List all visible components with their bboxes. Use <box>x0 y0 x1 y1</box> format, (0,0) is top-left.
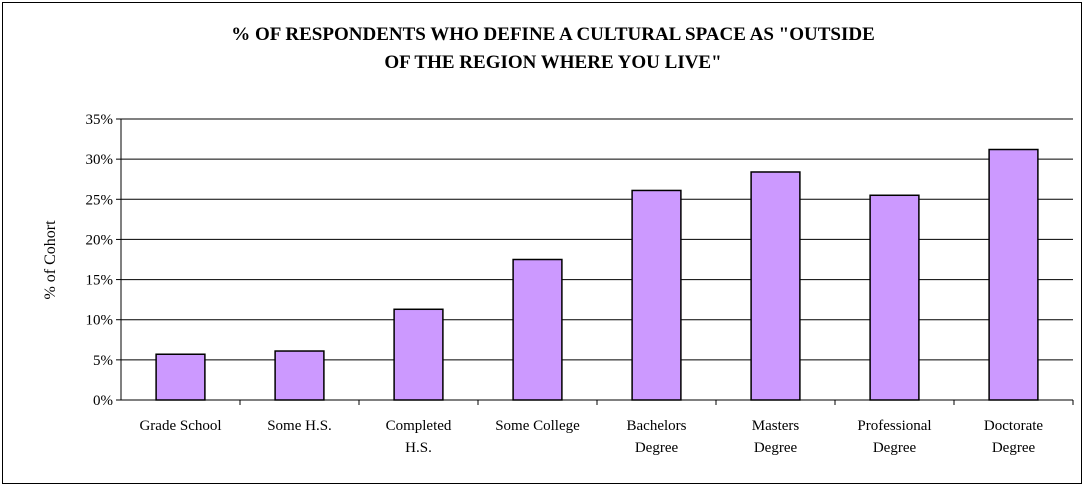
bar <box>631 189 682 401</box>
y-tick-label: 15% <box>86 273 114 289</box>
bar <box>869 194 920 401</box>
y-tick-label: 10% <box>86 313 114 329</box>
x-category-label: Masters <box>752 418 800 434</box>
bar-chart: % OF RESPONDENTS WHO DEFINE A CULTURAL S… <box>42 24 1074 456</box>
chart-title-line-2: OF THE REGION WHERE YOU LIVE" <box>384 52 721 73</box>
y-tick-label: 5% <box>93 353 113 369</box>
x-category-label: Some College <box>495 418 580 434</box>
gridlines <box>116 118 1073 401</box>
bars <box>155 148 1039 401</box>
bar <box>988 148 1039 401</box>
x-category-labels: Grade School Some H.S. Completed H.S. Some C… <box>139 418 1043 456</box>
x-category-label: Doctorate <box>984 418 1043 434</box>
y-axis-label: % of Cohort <box>42 220 59 300</box>
bar <box>274 350 325 401</box>
bar <box>155 353 206 401</box>
x-category-label: Degree <box>992 440 1036 456</box>
y-tick-label: 25% <box>86 192 114 208</box>
x-category-label: H.S. <box>405 440 432 456</box>
x-category-label: Degree <box>873 440 917 456</box>
bar <box>512 258 563 401</box>
bar <box>750 171 801 401</box>
x-category-label: Degree <box>754 440 798 456</box>
y-tick-label: 35% <box>86 112 114 128</box>
chart-title: % OF RESPONDENTS WHO DEFINE A CULTURAL S… <box>231 24 875 73</box>
bar <box>393 308 444 401</box>
y-tick-labels: 0% 5% 10% 15% 20% 25% 30% 35% <box>86 112 114 409</box>
x-category-label: Bachelors <box>627 418 687 434</box>
y-tick-label: 20% <box>86 232 114 248</box>
x-category-label: Degree <box>635 440 679 456</box>
x-category-label: Grade School <box>139 418 221 434</box>
y-tick-label: 0% <box>93 393 113 409</box>
x-category-label: Completed <box>386 418 452 434</box>
x-category-label: Professional <box>857 418 931 434</box>
x-category-label: Some H.S. <box>267 418 332 434</box>
chart-title-line-1: % OF RESPONDENTS WHO DEFINE A CULTURAL S… <box>231 24 875 45</box>
y-tick-label: 30% <box>86 152 114 168</box>
axes <box>120 119 1074 405</box>
